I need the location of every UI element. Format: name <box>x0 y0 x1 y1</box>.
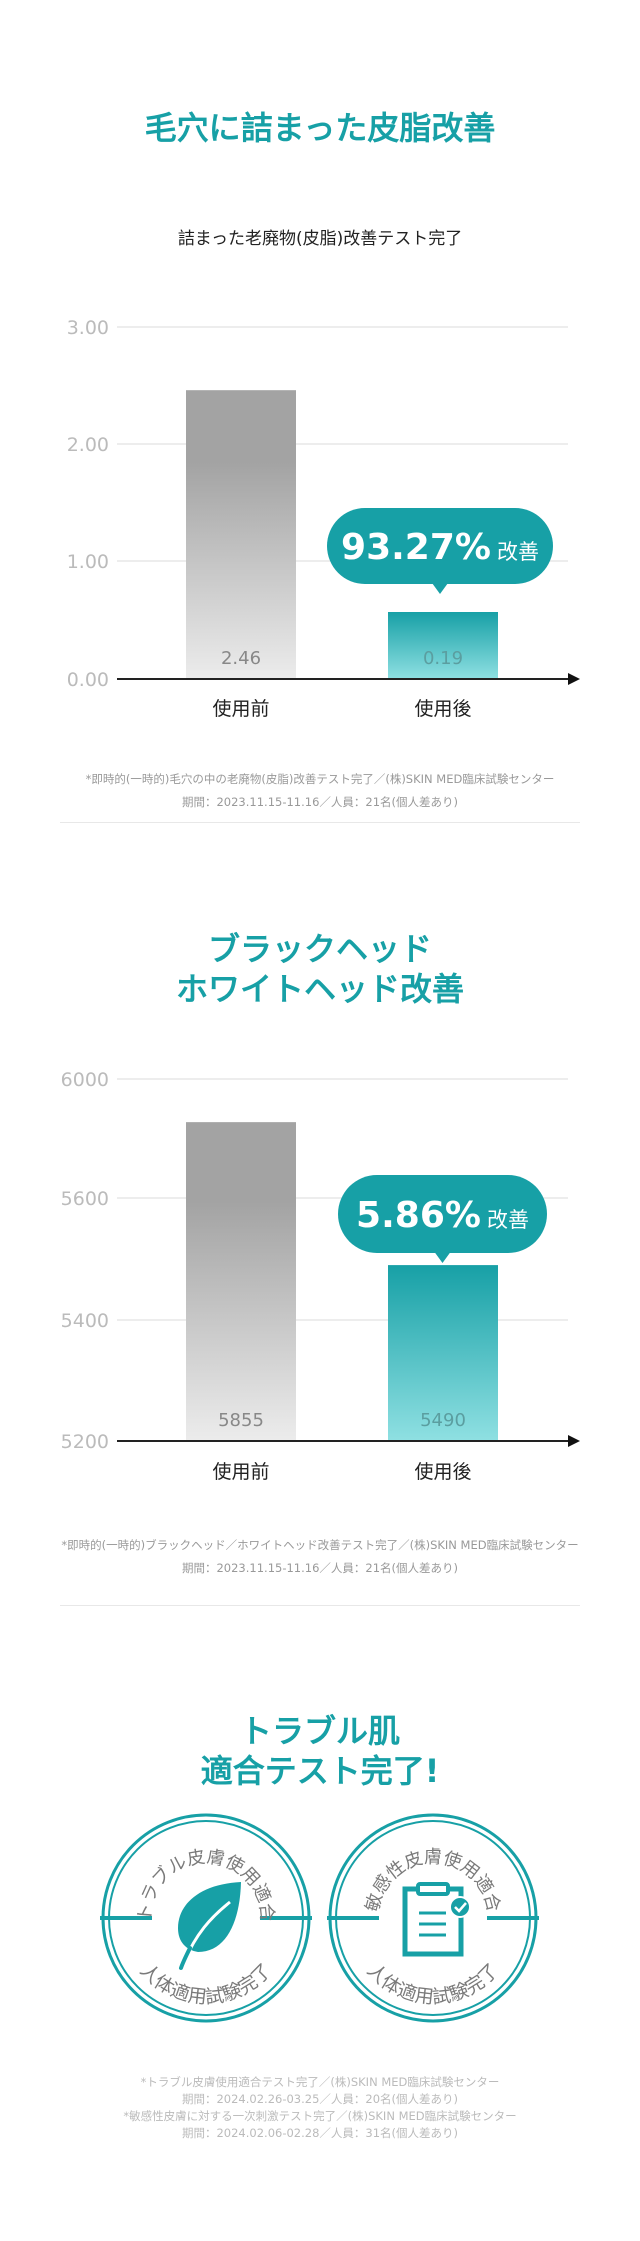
bar <box>388 1265 498 1441</box>
bar-value-label: 5855 <box>218 1410 264 1431</box>
bar-value-label: 5490 <box>420 1410 466 1431</box>
clipboard-check-icon <box>402 1882 471 1957</box>
category-label: 使用前 <box>212 1461 269 1483</box>
y-tick-label: 5400 <box>61 1310 109 1332</box>
divider <box>60 1605 580 1606</box>
category-label: 使用後 <box>414 698 471 720</box>
title-line: ブラックヘッド <box>207 930 432 968</box>
x-axis-arrow <box>568 1435 580 1447</box>
y-tick-label: 1.00 <box>67 551 109 573</box>
y-tick-label: 5600 <box>61 1188 109 1210</box>
bar-value-label: 0.19 <box>423 648 463 669</box>
title-line: ホワイトヘッド改善 <box>175 970 464 1008</box>
bar <box>388 612 498 679</box>
section2-title: ブラックヘッド ホワイトヘッド改善 <box>0 929 640 1009</box>
chart2-notes: *即時的(一時的)ブラックヘッド／ホワイトヘッド改善テスト完了／(株)SKIN … <box>0 1534 640 1580</box>
y-tick-label: 5200 <box>61 1431 109 1453</box>
improvement-value: 5.86% 改善 <box>356 1195 529 1236</box>
section1-title: 毛穴に詰まった皮脂改善 <box>144 109 496 147</box>
title-line: 適合テスト完了! <box>200 1752 440 1790</box>
bar-value-label: 2.46 <box>221 648 261 669</box>
improvement-bubble <box>338 1175 547 1253</box>
note-line: 期間：2023.11.15-11.16／人員：21名(個人差あり) <box>181 795 459 809</box>
note-line: 期間：2024.02.06-02.28／人員：31名(個人差あり) <box>181 2126 459 2140</box>
x-axis-arrow <box>568 673 580 685</box>
leaf-icon <box>178 1882 241 1970</box>
note-line: *トラブル皮膚使用適合テスト完了／(株)SKIN MED臨床試験センター <box>140 2075 500 2089</box>
y-tick-label: 0.00 <box>67 669 109 691</box>
bubble-tail <box>432 583 448 594</box>
improvement-suffix: 改善 <box>497 540 539 564</box>
section3-title: トラブル肌 適合テスト完了! <box>0 1711 640 1791</box>
divider <box>60 822 580 823</box>
y-tick-label: 2.00 <box>67 434 109 456</box>
chart2: 5200 5400 5600 6000 5855 使用前 5490 使用後 5.86% 改善 <box>61 1069 580 1483</box>
category-label: 使用後 <box>414 1461 471 1483</box>
improvement-percent: 93.27% <box>341 527 491 568</box>
note-line: *即時的(一時的)ブラックヘッド／ホワイトヘッド改善テスト完了／(株)SKIN … <box>61 1538 579 1552</box>
badges: トラブル皮膚使用適合 人体適用試験完了 敏感性皮膚使用適合 人体適用試験完了 <box>100 1813 539 2023</box>
note-line: 期間：2023.11.15-11.16／人員：21名(個人差あり) <box>181 1561 459 1575</box>
badge-trouble-skin: トラブル皮膚使用適合 人体適用試験完了 <box>100 1813 312 2023</box>
bubble-tail <box>434 1252 451 1263</box>
note-line: *即時的(一時的)毛穴の中の老廃物(皮脂)改善テスト完了／(株)SKIN MED… <box>85 772 555 786</box>
improvement-suffix: 改善 <box>487 1208 529 1232</box>
badge-top-text: 敏感性皮膚使用適合 <box>362 1847 504 1914</box>
title-line: トラブル肌 <box>239 1712 400 1750</box>
badge-sensitive-skin: 敏感性皮膚使用適合 人体適用試験完了 <box>327 1813 539 2023</box>
y-tick-label: 6000 <box>61 1069 109 1091</box>
improvement-value: 93.27% 改善 <box>341 527 539 568</box>
section3-notes: *トラブル皮膚使用適合テスト完了／(株)SKIN MED臨床試験センター 期間：… <box>0 2074 640 2142</box>
chart1-subtitle: 詰まった老廃物(皮脂)改善テスト完了 <box>177 229 463 249</box>
chart1: 0.00 1.00 2.00 3.00 2.46 使用前 0.19 使用後 93.27% 改善 <box>67 317 580 720</box>
chart1-notes: *即時的(一時的)毛穴の中の老廃物(皮脂)改善テスト完了／(株)SKIN MED… <box>0 768 640 814</box>
improvement-percent: 5.86% <box>356 1195 481 1236</box>
note-line: *敏感性皮膚に対する一次刺激テスト完了／(株)SKIN MED臨床試験センター <box>123 2109 517 2123</box>
improvement-bubble <box>327 508 553 584</box>
y-tick-label: 3.00 <box>67 317 109 339</box>
bar <box>186 390 296 679</box>
category-label: 使用前 <box>212 698 269 720</box>
note-line: 期間：2024.02.26-03.25／人員：20名(個人差あり) <box>181 2092 459 2106</box>
bar <box>186 1122 296 1441</box>
